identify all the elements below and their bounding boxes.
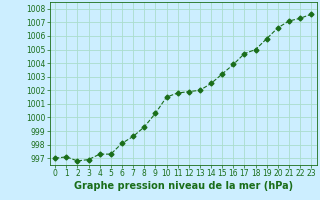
X-axis label: Graphe pression niveau de la mer (hPa): Graphe pression niveau de la mer (hPa) bbox=[74, 181, 293, 191]
